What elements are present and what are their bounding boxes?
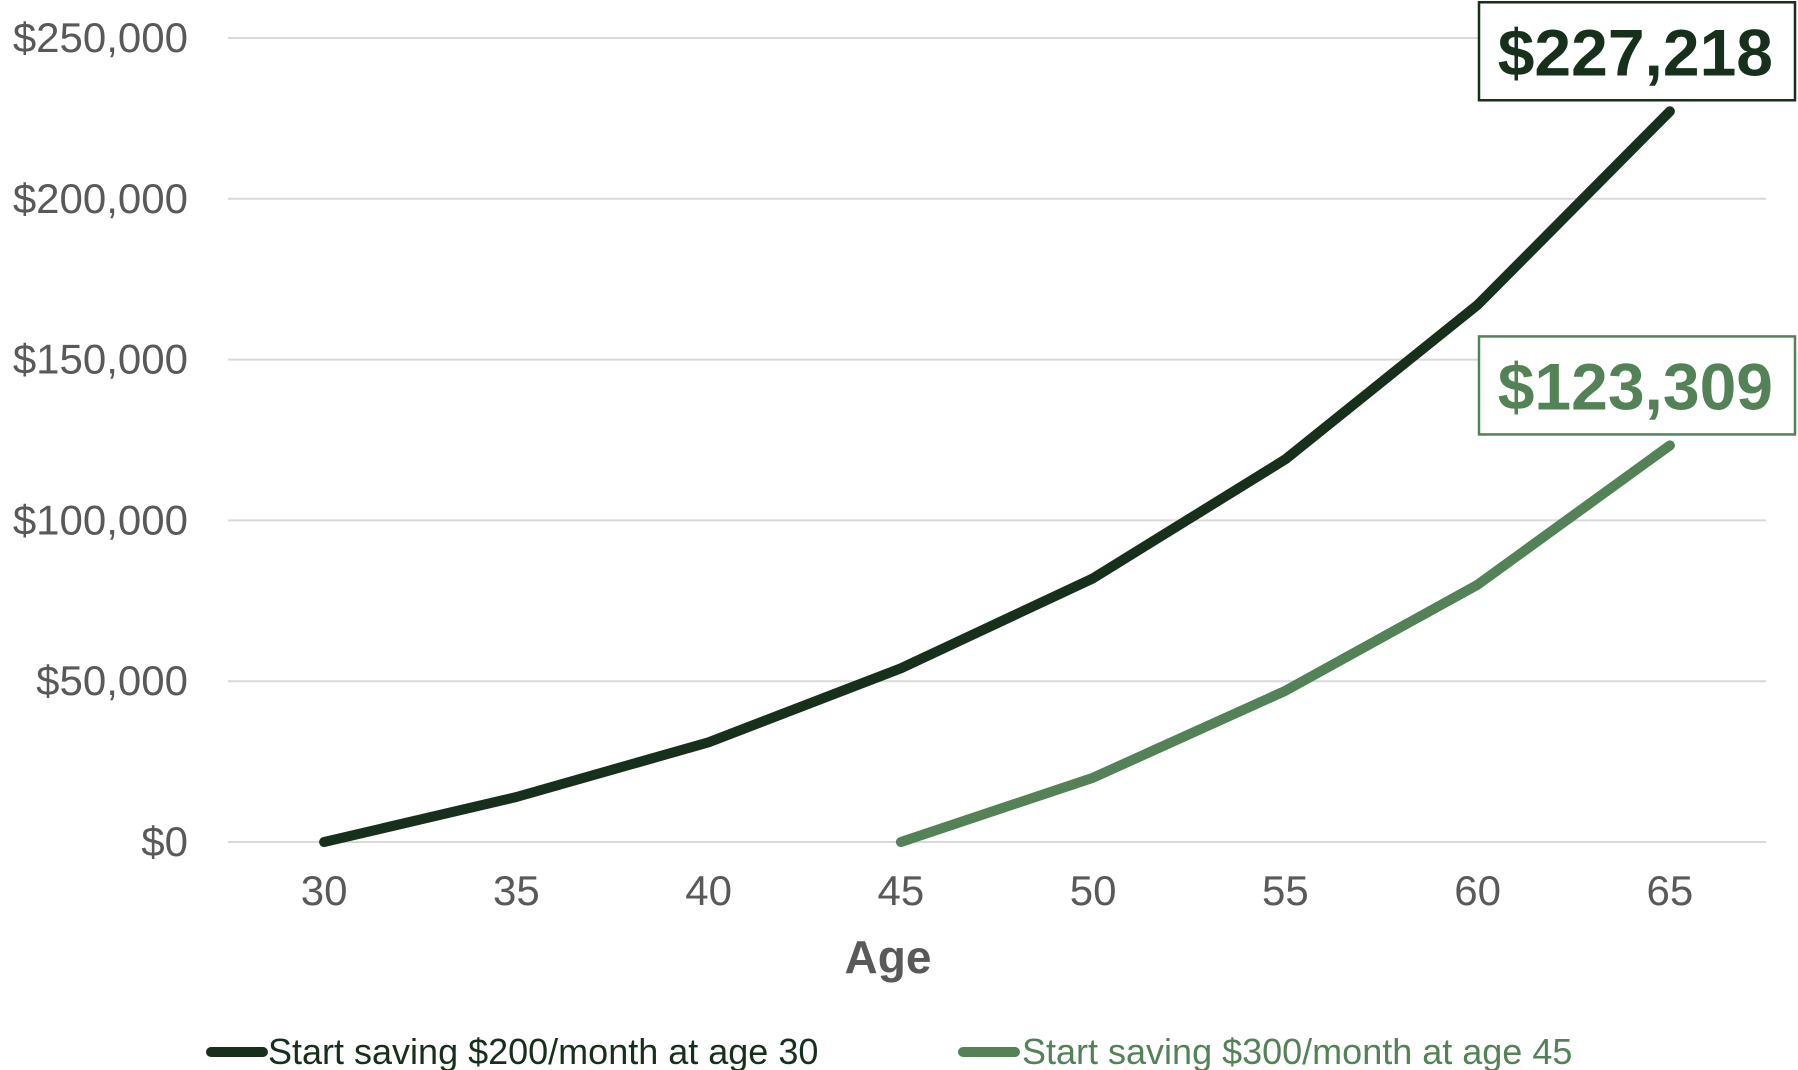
callout-2: $123,309 — [1477, 335, 1797, 436]
callout-value: $227,218 — [1498, 15, 1773, 89]
x-tick-label: 40 — [685, 867, 732, 914]
x-tick-label: 50 — [1070, 867, 1117, 914]
callout-1: $227,218 — [1477, 1, 1797, 102]
callout-box — [1477, 1, 1797, 102]
x-tick-label: 65 — [1647, 867, 1694, 914]
x-axis-ticks: 30 35 40 45 50 55 60 65 — [301, 867, 1693, 914]
callout-value: $123,309 — [1498, 349, 1773, 423]
y-tick-label: $150,000 — [13, 336, 188, 383]
x-tick-label: 35 — [493, 867, 540, 914]
legend-item-2: Start saving $300/month at age 45 — [958, 1031, 1572, 1070]
legend-label: Start saving $300/month at age 45 — [1022, 1031, 1572, 1070]
series-line-1 — [319, 106, 1675, 847]
y-axis-ticks: $0 $50,000 $100,000 $150,000 $200,000 $250,00… — [13, 14, 188, 865]
x-tick-label: 30 — [301, 867, 348, 914]
y-tick-label: $50,000 — [36, 657, 188, 704]
end-value-callouts: $227,218 $123,309 — [1477, 1, 1797, 436]
gridlines — [228, 37, 1766, 843]
x-tick-label: 45 — [878, 867, 925, 914]
y-tick-label: $250,000 — [13, 14, 188, 61]
legend-label: Start saving $200/month at age 30 — [268, 1031, 818, 1070]
x-axis-title: Age — [845, 931, 932, 983]
y-tick-label: $100,000 — [13, 496, 188, 543]
y-tick-label: $200,000 — [13, 175, 188, 222]
series-line-2 — [895, 440, 1675, 847]
legend-item-1: Start saving $200/month at age 30 — [206, 1031, 818, 1070]
series-lines — [319, 106, 1675, 847]
y-tick-label: $0 — [141, 818, 188, 865]
callout-box — [1477, 335, 1797, 436]
x-tick-label: 60 — [1454, 867, 1501, 914]
legend: Start saving $200/month at age 30 Start s… — [206, 1031, 1572, 1070]
x-tick-label: 55 — [1262, 867, 1309, 914]
